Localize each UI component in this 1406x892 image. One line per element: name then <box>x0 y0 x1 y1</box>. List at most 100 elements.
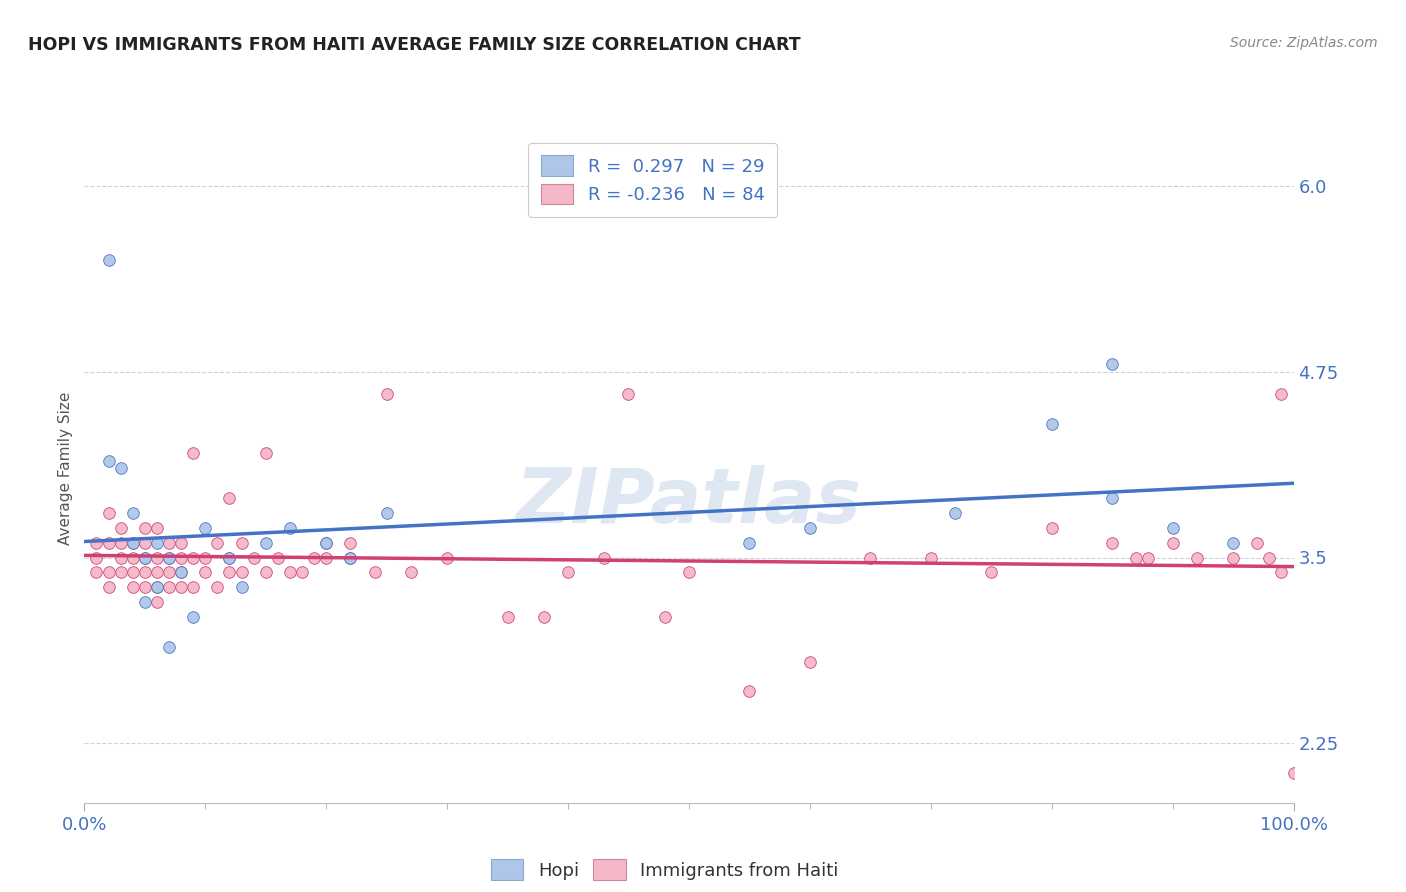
Point <box>278 521 301 535</box>
Point <box>181 580 204 594</box>
Point <box>97 253 120 268</box>
Point <box>436 550 458 565</box>
Point <box>181 446 204 460</box>
Point <box>399 566 422 580</box>
Point <box>157 550 180 565</box>
Point <box>1246 535 1268 549</box>
Point <box>110 461 132 475</box>
Point <box>121 535 143 549</box>
Point <box>218 550 240 565</box>
Point <box>1161 521 1184 535</box>
Point <box>97 506 120 520</box>
Point <box>146 595 169 609</box>
Point <box>1222 550 1244 565</box>
Point <box>121 566 143 580</box>
Point <box>859 550 882 565</box>
Legend: Hopi, Immigrants from Haiti: Hopi, Immigrants from Haiti <box>484 852 846 888</box>
Point <box>1222 535 1244 549</box>
Point <box>97 580 120 594</box>
Point <box>134 521 156 535</box>
Point <box>1101 491 1123 505</box>
Point <box>86 566 108 580</box>
Point <box>1185 550 1208 565</box>
Point <box>738 684 761 698</box>
Point <box>134 595 156 609</box>
Point <box>533 610 555 624</box>
Point <box>218 550 240 565</box>
Point <box>1101 357 1123 371</box>
Point <box>1137 550 1160 565</box>
Point <box>181 550 204 565</box>
Point <box>920 550 942 565</box>
Point <box>121 506 143 520</box>
Point <box>315 550 337 565</box>
Point <box>97 454 120 468</box>
Point <box>134 550 156 565</box>
Point <box>157 535 180 549</box>
Point <box>339 550 361 565</box>
Point <box>157 580 180 594</box>
Text: ZIPatlas: ZIPatlas <box>516 465 862 539</box>
Point <box>146 535 169 549</box>
Point <box>194 521 217 535</box>
Point <box>170 580 193 594</box>
Point <box>1270 387 1292 401</box>
Point <box>170 550 193 565</box>
Point <box>339 535 361 549</box>
Point <box>194 550 217 565</box>
Point <box>557 566 579 580</box>
Point <box>1125 550 1147 565</box>
Point <box>1040 417 1063 431</box>
Point <box>242 550 264 565</box>
Point <box>97 535 120 549</box>
Point <box>375 506 398 520</box>
Point <box>170 535 193 549</box>
Point <box>254 535 277 549</box>
Point <box>110 550 132 565</box>
Point <box>194 566 217 580</box>
Point <box>121 580 143 594</box>
Point <box>231 580 253 594</box>
Point <box>218 566 240 580</box>
Point <box>97 566 120 580</box>
Point <box>121 535 143 549</box>
Point <box>231 566 253 580</box>
Point <box>218 491 240 505</box>
Point <box>134 550 156 565</box>
Point <box>617 387 640 401</box>
Point <box>110 566 132 580</box>
Point <box>146 566 169 580</box>
Point <box>146 580 169 594</box>
Point <box>315 535 337 549</box>
Point <box>207 580 229 594</box>
Point <box>1282 766 1305 780</box>
Point <box>654 610 676 624</box>
Point <box>146 550 169 565</box>
Point <box>943 506 966 520</box>
Point <box>170 566 193 580</box>
Point <box>678 566 700 580</box>
Point <box>738 535 761 549</box>
Point <box>1270 566 1292 580</box>
Point <box>254 566 277 580</box>
Point <box>110 535 132 549</box>
Point <box>291 566 314 580</box>
Point <box>157 640 180 654</box>
Point <box>339 550 361 565</box>
Point <box>86 535 108 549</box>
Text: Source: ZipAtlas.com: Source: ZipAtlas.com <box>1230 36 1378 50</box>
Point <box>146 521 169 535</box>
Point <box>267 550 290 565</box>
Point <box>231 535 253 549</box>
Point <box>799 655 821 669</box>
Point <box>207 535 229 549</box>
Point <box>315 535 337 549</box>
Point <box>1040 521 1063 535</box>
Y-axis label: Average Family Size: Average Family Size <box>58 392 73 545</box>
Point <box>1258 550 1281 565</box>
Point <box>134 580 156 594</box>
Point <box>278 566 301 580</box>
Point <box>593 550 616 565</box>
Point <box>134 566 156 580</box>
Point <box>1101 535 1123 549</box>
